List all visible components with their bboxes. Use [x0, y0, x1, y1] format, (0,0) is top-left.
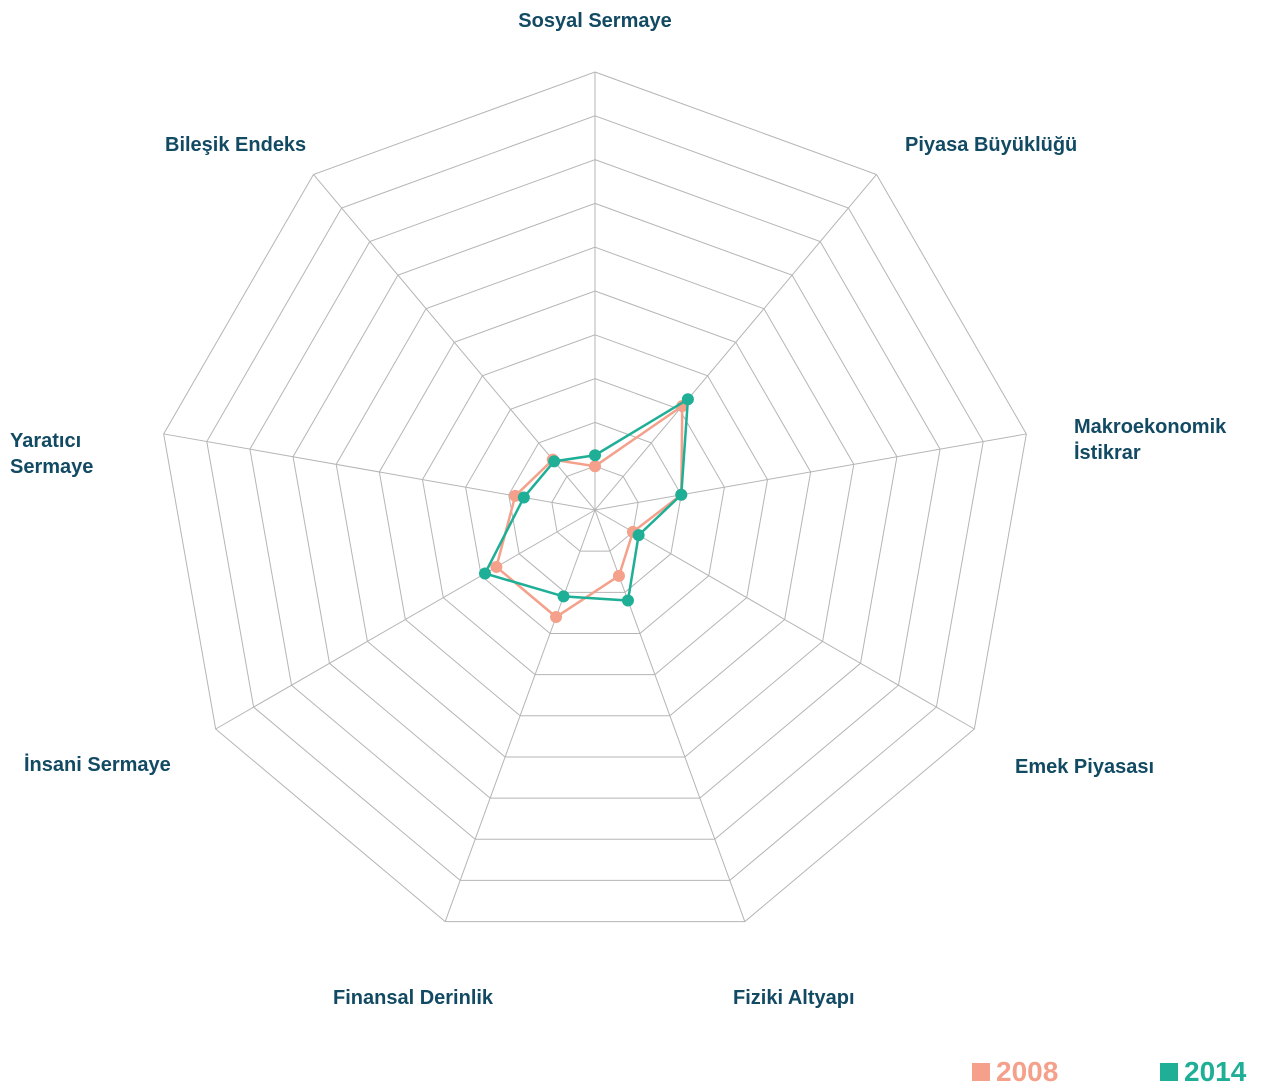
grid-ring: [163, 71, 1027, 923]
grid-ring: [249, 159, 941, 840]
legend-item: 2008: [972, 1056, 1058, 1088]
data-point: [490, 560, 503, 573]
data-point: [557, 590, 570, 603]
spoke: [313, 174, 596, 511]
grid-ring: [465, 378, 725, 634]
spoke: [594, 433, 1027, 511]
legend-item: 2014: [1160, 1056, 1246, 1088]
axis-label: Makroekonomik İstikrar: [1074, 416, 1227, 464]
data-point: [612, 569, 625, 582]
axis-label: Emek Piyasası: [1015, 756, 1154, 778]
axis-label: Piyasa Büyüklüğü: [905, 134, 1078, 156]
spoke: [163, 433, 596, 511]
axis-label: Finansal Derinlik: [333, 987, 494, 1009]
data-point: [589, 460, 601, 473]
data-point: [548, 455, 561, 468]
axis-label: Fiziki Altyapı: [733, 987, 855, 1009]
axis-label: Bileşik Endeks: [165, 134, 307, 156]
data-point: [517, 491, 530, 504]
data-point: [550, 611, 563, 624]
spoke: [594, 509, 975, 730]
legend-label: 2008: [996, 1056, 1059, 1087]
data-point: [681, 393, 694, 406]
spoke: [444, 509, 596, 922]
data-point: [478, 567, 491, 580]
legend-swatch: [1160, 1063, 1178, 1081]
grid-ring: [206, 115, 984, 881]
data-point: [621, 594, 634, 607]
axis-label: Sosyal Sermaye: [518, 10, 672, 32]
grid-ring: [335, 246, 855, 758]
grid-ring: [292, 202, 898, 799]
series-line: [494, 403, 684, 619]
spoke: [594, 174, 877, 511]
data-point: [589, 449, 601, 462]
series-line: [483, 396, 690, 602]
data-point: [632, 529, 645, 542]
legend-label: 2014: [1184, 1056, 1247, 1087]
data-point: [675, 488, 688, 501]
axis-label: Yaratıcı Sermaye: [10, 430, 94, 478]
grid-ring: [421, 334, 769, 676]
legend-swatch: [972, 1063, 990, 1081]
axis-label: İnsani Sermaye: [24, 754, 171, 776]
grid-ring: [551, 465, 639, 552]
spoke: [215, 509, 596, 730]
grid-ring: [378, 290, 812, 717]
